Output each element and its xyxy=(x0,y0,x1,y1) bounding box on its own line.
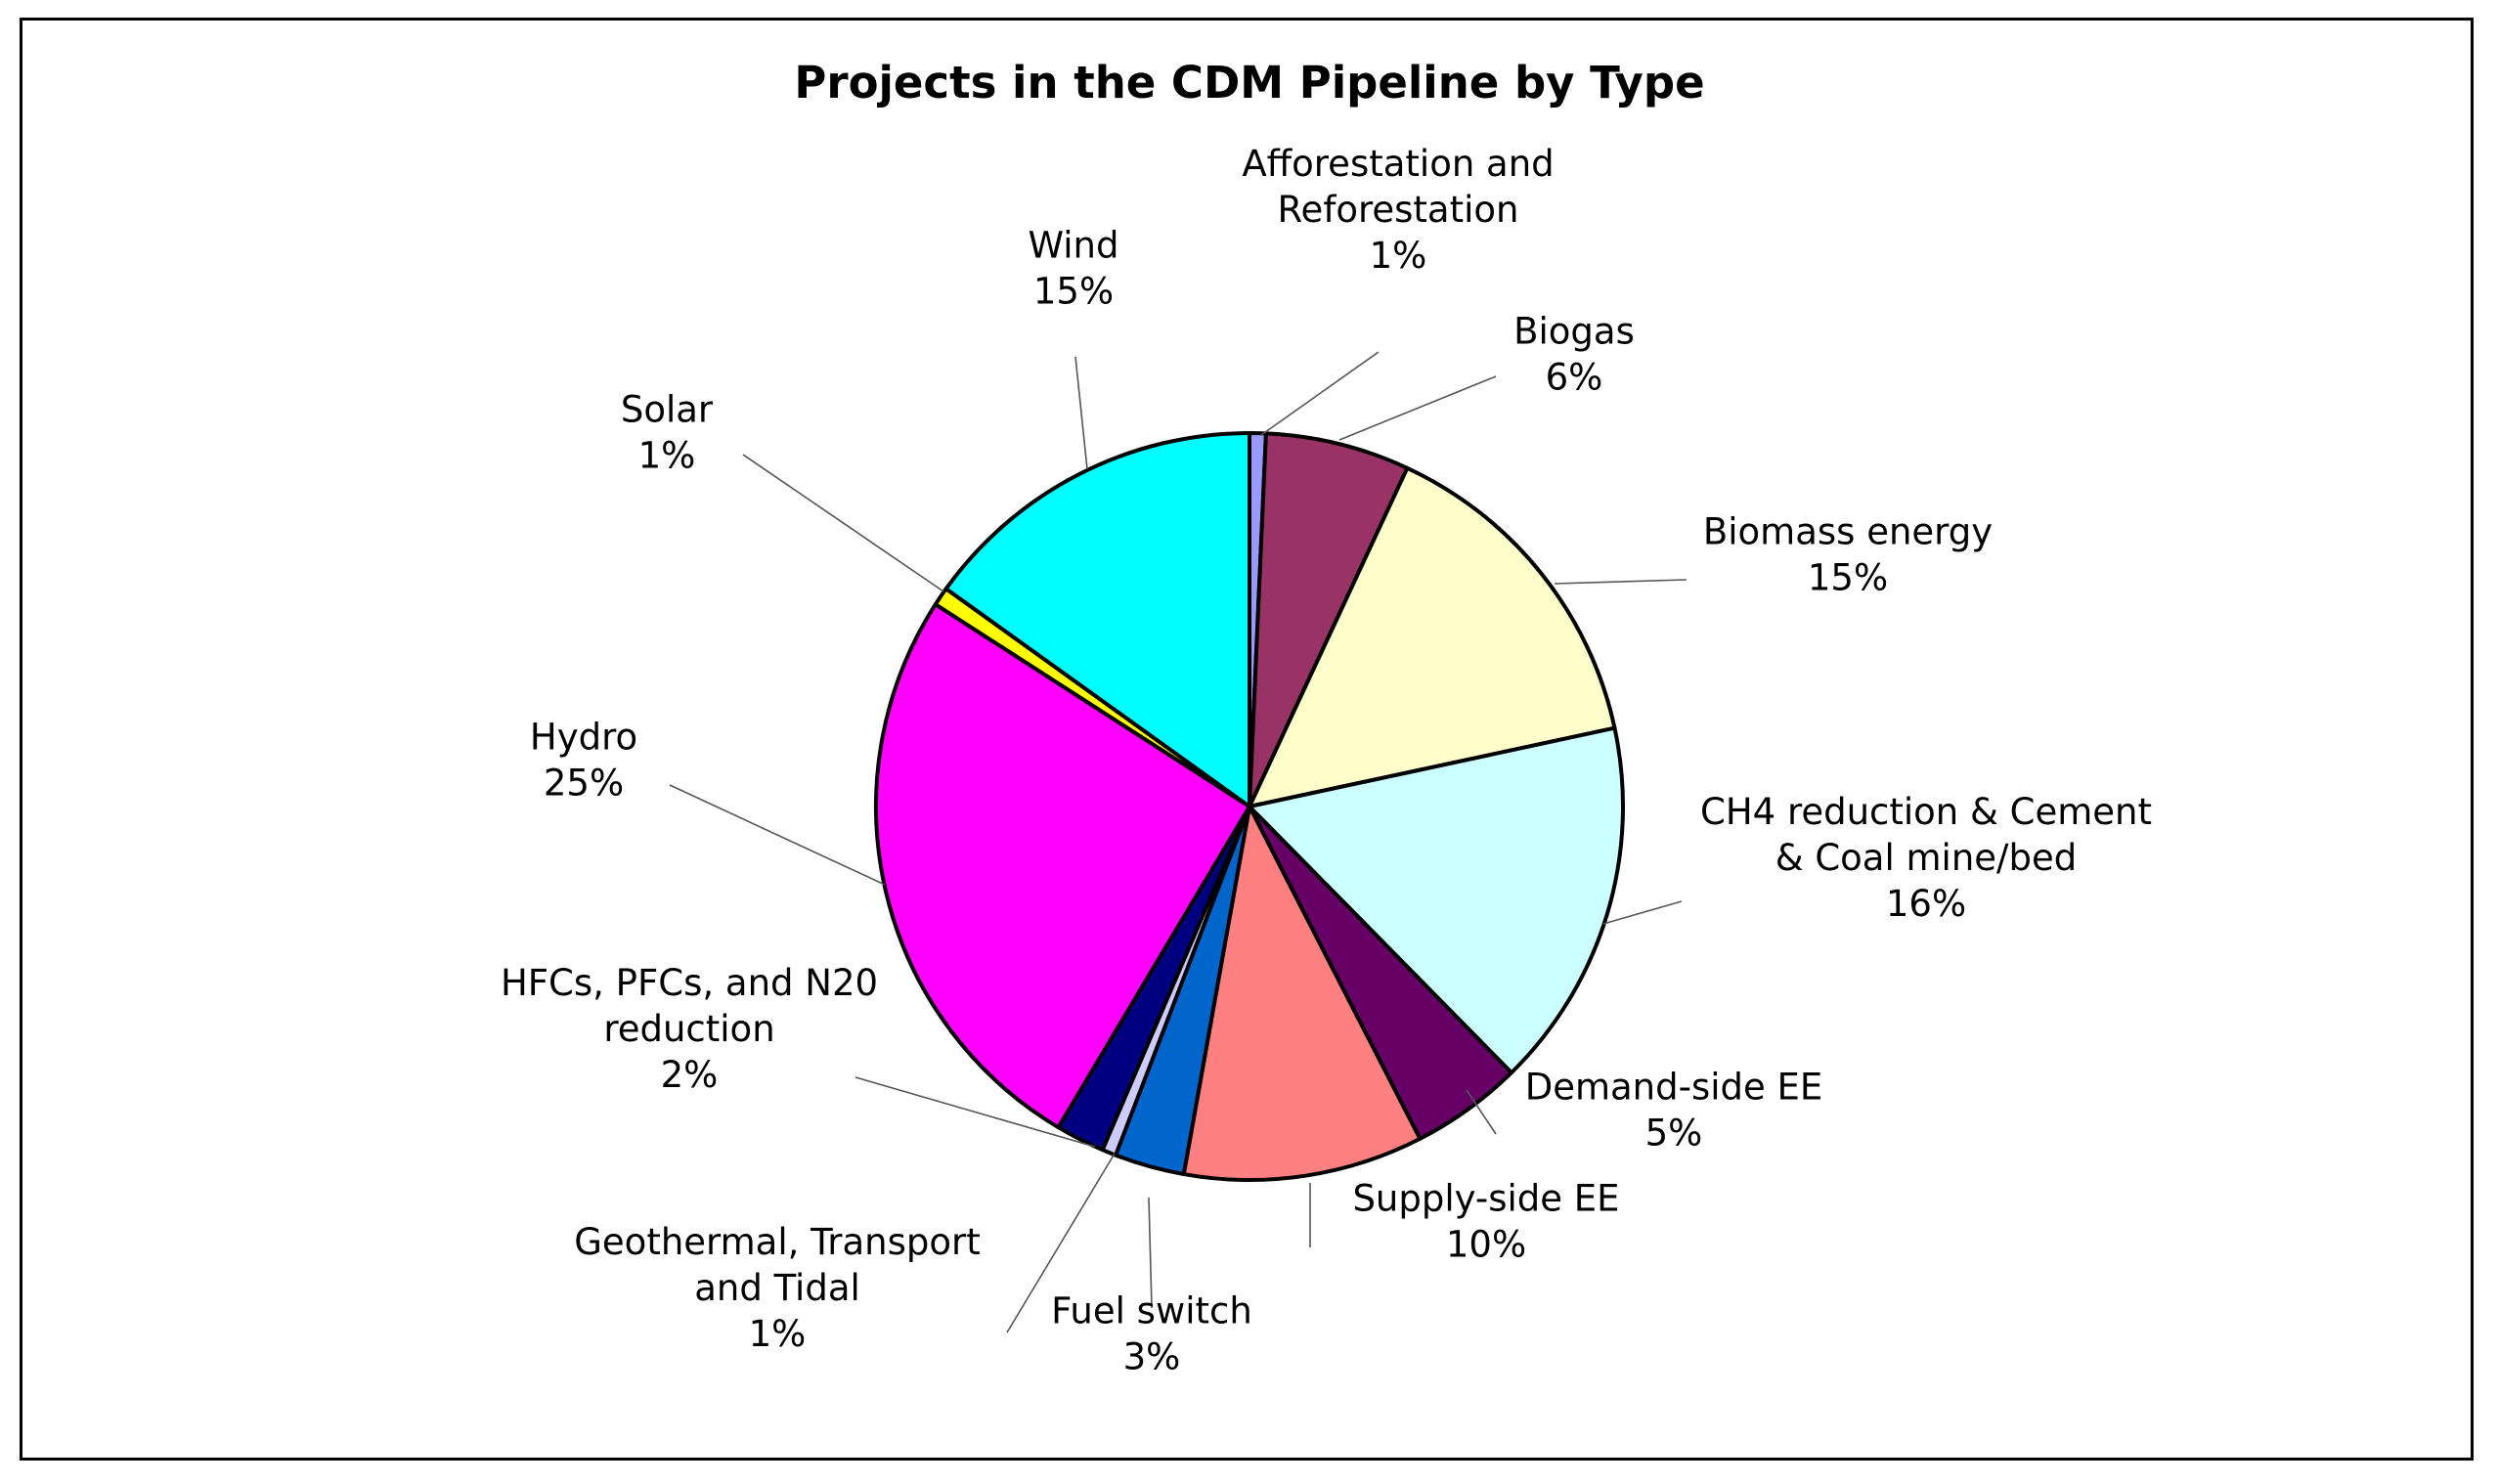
pie-slices xyxy=(874,431,1626,1182)
slice-name-label: Wind xyxy=(1029,225,1119,267)
slice-name-label: Biogas xyxy=(1513,311,1635,353)
slice-label-2: Biomass energy 15% xyxy=(1703,511,1993,599)
slice-name-label: Hydro xyxy=(530,717,637,759)
slice-label-3: CH4 reduction & Cement & Coal mine/bed 16% xyxy=(1700,791,2152,925)
slice-percent-label: 3% xyxy=(1123,1336,1181,1378)
slice-name-label: Afforestation and xyxy=(1242,143,1554,185)
slice-label-1: Biogas 6% xyxy=(1513,311,1635,399)
slice-name-label: Geothermal, Transport xyxy=(574,1221,981,1263)
slice-percent-label: 15% xyxy=(1808,557,1888,599)
leader-line-6 xyxy=(1148,1197,1153,1309)
leader-line-7 xyxy=(1006,1153,1116,1333)
slice-label-7: Geothermal, Transport and Tidal 1% xyxy=(574,1221,981,1355)
pie-slice-9 xyxy=(874,602,1251,1130)
slice-name-label: Supply-side EE xyxy=(1352,1178,1619,1220)
chart-title: Projects in the CDM Pipeline by Type xyxy=(794,57,1704,109)
leader-line-10 xyxy=(742,454,944,592)
slice-label-10: Solar 1% xyxy=(621,389,714,477)
slice-label-8: HFCs, PFCs, and N20 reduction 2% xyxy=(501,962,878,1096)
leader-line-4 xyxy=(1466,1089,1497,1135)
leader-line-1 xyxy=(1338,375,1497,441)
slice-percent-label: 5% xyxy=(1645,1113,1703,1155)
leader-line-8 xyxy=(855,1076,1096,1148)
slice-name-label: HFCs, PFCs, and N20 xyxy=(501,962,878,1004)
slice-name-label: and Tidal xyxy=(694,1267,860,1309)
slice-label-6: Fuel switch 3% xyxy=(1051,1290,1252,1378)
slice-percent-label: 1% xyxy=(1370,235,1427,277)
slice-label-9: Hydro 25% xyxy=(530,717,637,805)
pie-slice-3 xyxy=(1248,725,1626,1075)
leader-line-9 xyxy=(669,784,886,886)
leader-line-0 xyxy=(1260,351,1380,436)
leader-line-11 xyxy=(1074,356,1088,470)
slice-label-5: Supply-side EE 10% xyxy=(1352,1178,1619,1266)
slice-name-label: Biomass energy xyxy=(1703,511,1993,553)
pie-slice-11 xyxy=(943,431,1251,808)
slice-labels: Afforestation and Reforestation 1%Biogas 6%… xyxy=(501,143,2152,1378)
slice-percent-label: 15% xyxy=(1033,271,1114,313)
slice-percent-label: 1% xyxy=(638,435,696,477)
pie-slice-2 xyxy=(1248,465,1617,808)
slice-percent-label: 1% xyxy=(749,1313,807,1355)
slice-name-label: Reforestation xyxy=(1278,189,1519,231)
slice-percent-label: 2% xyxy=(661,1054,719,1096)
slice-label-0: Afforestation and Reforestation 1% xyxy=(1242,143,1554,277)
slice-name-label: Solar xyxy=(621,389,714,431)
slice-label-11: Wind 15% xyxy=(1029,225,1119,313)
slice-label-4: Demand-side EE 5% xyxy=(1525,1067,1823,1155)
leader-lines xyxy=(669,351,1687,1333)
leader-line-2 xyxy=(1554,579,1687,585)
leader-line-3 xyxy=(1602,900,1683,925)
slice-name-label: reduction xyxy=(603,1008,774,1050)
slice-name-label: & Coal mine/bed xyxy=(1775,837,2078,879)
slice-name-label: Fuel switch xyxy=(1051,1290,1252,1332)
slice-percent-label: 6% xyxy=(1546,357,1603,399)
slice-percent-label: 10% xyxy=(1446,1224,1526,1266)
pie-slice-5 xyxy=(1181,805,1423,1182)
pie-slice-1 xyxy=(1248,431,1410,808)
slice-name-label: Demand-side EE xyxy=(1525,1067,1823,1109)
slice-percent-label: 25% xyxy=(544,763,624,805)
slice-name-label: CH4 reduction & Cement xyxy=(1700,791,2152,833)
slice-percent-label: 16% xyxy=(1886,883,1966,925)
